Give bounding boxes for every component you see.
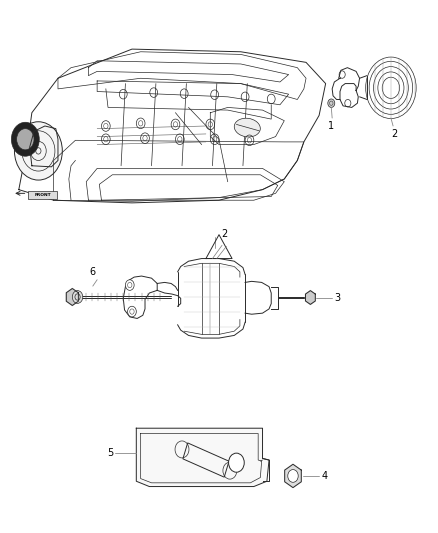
- Circle shape: [11, 122, 39, 156]
- Ellipse shape: [234, 118, 260, 137]
- Polygon shape: [285, 464, 301, 488]
- Text: 3: 3: [334, 293, 340, 303]
- Circle shape: [72, 290, 83, 303]
- Circle shape: [14, 122, 62, 180]
- Polygon shape: [305, 290, 315, 304]
- Text: 6: 6: [90, 267, 96, 277]
- Polygon shape: [66, 288, 78, 305]
- Text: FRONT: FRONT: [35, 193, 51, 197]
- Circle shape: [229, 453, 244, 472]
- Text: 5: 5: [107, 448, 114, 458]
- Text: 1: 1: [328, 120, 334, 131]
- Text: 2: 2: [221, 229, 227, 239]
- Text: 4: 4: [321, 471, 327, 481]
- FancyBboxPatch shape: [28, 191, 57, 199]
- Circle shape: [328, 99, 335, 108]
- Circle shape: [127, 306, 136, 317]
- Circle shape: [17, 128, 34, 150]
- Text: 2: 2: [391, 128, 398, 139]
- Circle shape: [288, 470, 298, 482]
- Circle shape: [125, 280, 134, 290]
- Polygon shape: [136, 428, 269, 487]
